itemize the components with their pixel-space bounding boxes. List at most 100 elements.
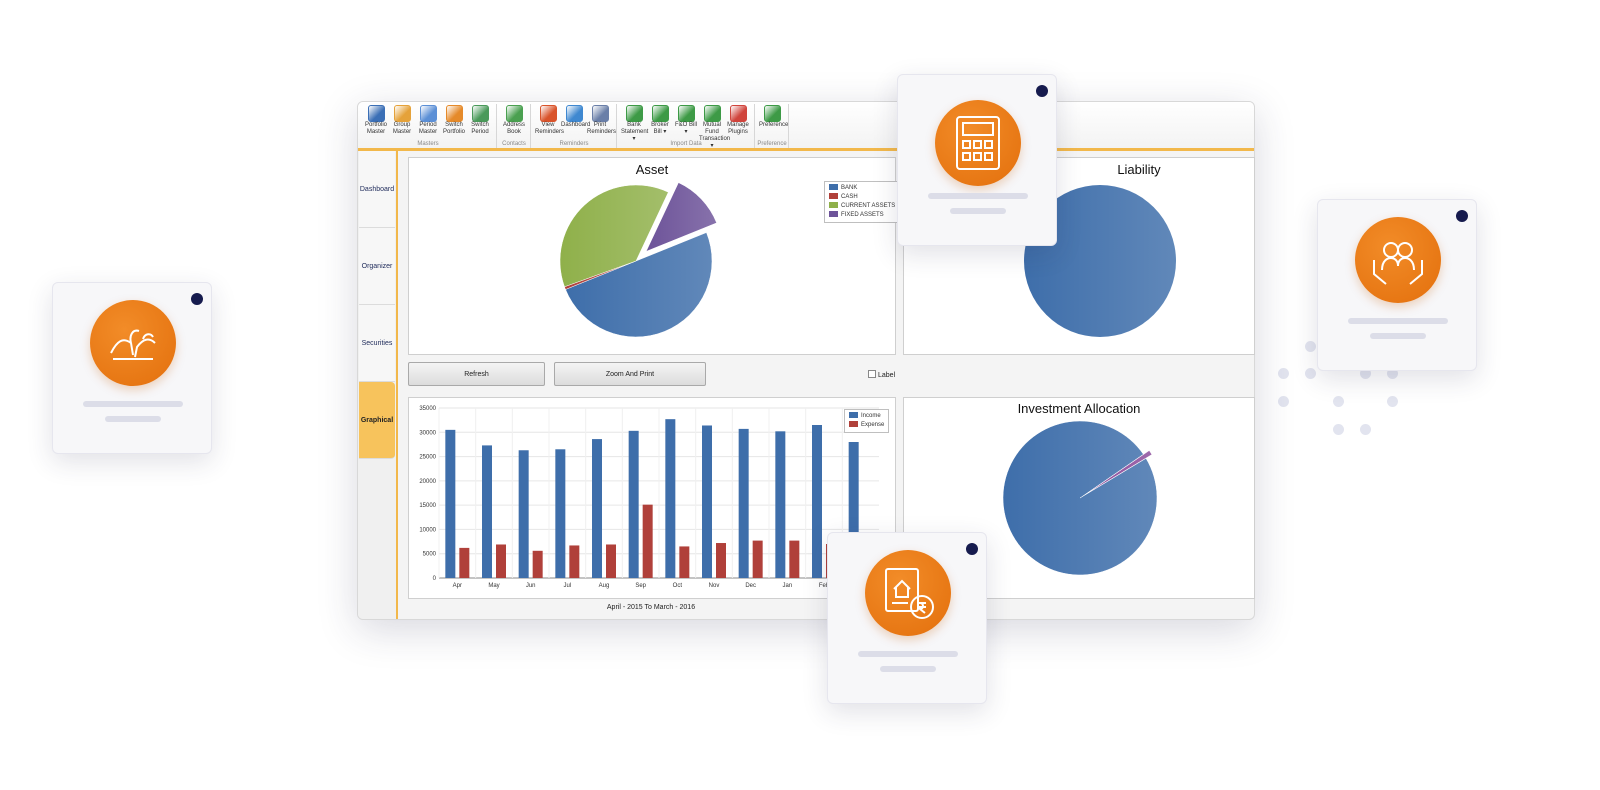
income-expense-chart-panel: 0 5000 10000 15000 20000 25000 30000 35000 Apr Ma… [408,397,896,599]
ribbon-button-2-0[interactable]: View Reminders [535,104,565,136]
x-tick-label: Feb [819,583,830,589]
x-tick-label: Jul [563,583,571,589]
income-bar [592,439,602,578]
checkbox-box[interactable] [868,370,876,378]
ribbon-button-2-1[interactable]: Dashboard [561,104,590,129]
ribbon-group-1: Address Book Contacts [498,104,531,148]
income-bar [702,425,712,578]
expense-bar [606,544,616,578]
period-caption: April - 2015 To March - 2016 [606,604,696,611]
broker-import-icon [651,105,669,122]
y-tick-label: 30000 [419,430,436,436]
printer-icon [591,105,609,122]
card-text-placeholder [858,651,958,657]
ribbon-button-3-3[interactable]: Mutual Fund Transaction ▾ [699,104,731,150]
income-bar [848,442,859,578]
ribbon-button-4-0[interactable]: Preference [759,104,789,129]
asset-legend: BANK CASH CURRENT ASSETS FIXED ASSETS [824,181,901,223]
income-bar [665,419,676,578]
ribbon-group-caption: Import Data [670,141,702,147]
ribbon-button-label: Mutual Fund Transaction ▾ [699,122,731,149]
ribbon-group-caption: Masters [417,141,439,147]
income-bar [812,425,822,578]
ribbon-button-1-0[interactable]: Address Book [501,104,527,136]
sidebar-tab-securities[interactable]: Securities [359,305,395,382]
zoom-and-print-button[interactable]: Zoom And Print [554,362,706,386]
card-status-dot [1456,210,1468,222]
card-text-placeholder [105,416,161,422]
ribbon-group-caption: Reminders [559,141,589,147]
x-tick-label: Sep [635,583,646,589]
plugins-icon [729,105,747,122]
ribbon-group-caption: Contacts [502,141,526,147]
bull-bear-icon [90,300,176,386]
ribbon-button-0-0[interactable]: Portfolio Master [363,104,389,136]
card-market-bull-bear [52,282,212,454]
ribbon-button-3-2[interactable]: F&O Bill ▾ [673,104,699,136]
legend-label: CASH [841,194,858,200]
ribbon-button-0-4[interactable]: Switch Period [467,104,493,136]
ribbon-button-label: Bank Statement ▾ [621,122,649,142]
card-family-care [1317,199,1477,371]
ribbon-button-0-3[interactable]: Switch Portfolio [441,104,467,136]
sidebar-tab-dashboard[interactable]: Dashboard [359,151,395,228]
ribbon-button-label: Portfolio Master [364,122,387,135]
legend-label: BANK [841,185,858,191]
liability-pie-chart [1024,185,1176,337]
income-bar [445,429,456,578]
card-text-placeholder [880,666,936,672]
income-bar [738,428,749,578]
fno-import-icon [677,105,695,122]
ribbon-button-label: Group Master [392,122,412,135]
income-bar [775,431,786,578]
x-tick-label: Nov [709,583,720,589]
ribbon-button-label: Address Book [502,122,525,135]
label-checkbox[interactable]: Label [868,370,895,379]
refresh-button[interactable]: Refresh [408,362,545,386]
ribbon-button-label: Period Master [418,122,438,135]
legend-swatch [829,202,838,208]
ribbon-button-label: Preference [759,122,789,128]
y-tick-label: 25000 [419,455,436,461]
ribbon-button-3-0[interactable]: Bank Statement ▾ [621,104,649,143]
expense-bar [532,550,543,578]
legend-label: Income [861,413,881,419]
investment-allocation-title: Investment Allocation [1017,401,1141,416]
property-document-icon [865,550,951,636]
ribbon-group-0: Portfolio Master Group Master Period Maste… [360,104,497,148]
x-tick-label: Jun [526,583,536,589]
income-bar [482,445,492,578]
investment-slice-1 [1085,450,1153,495]
bar-legend-item: Income [849,412,884,421]
investment-slice-0 [1002,420,1158,576]
asset-legend-item: CASH [829,193,895,202]
x-tick-label: Apr [453,583,462,589]
income-expense-legend: Income Expense [844,409,890,433]
card-status-dot [966,543,978,555]
x-tick-label: Jan [782,583,792,589]
x-tick-label: May [488,583,499,589]
asset-chart-panel: Asset BANK CASH CURRENT ASSETS FIXED ASSETS [408,157,901,355]
ribbon-button-label: View Reminders [535,122,565,135]
sidebar-tab-organizer[interactable]: Organizer [359,228,395,305]
asset-slice-2 [559,184,669,288]
ribbon-group-4: Preference Preference [756,104,789,148]
ribbon-button-0-2[interactable]: Period Master [415,104,441,136]
calculator-icon [935,100,1021,186]
ribbon-group-3: Bank Statement ▾ Broker Bill ▾ F&O Bill ▾ M… [618,104,755,150]
ribbon-button-2-2[interactable]: Print Reminders [587,104,616,136]
ribbon-button-3-1[interactable]: Broker Bill ▾ [647,104,673,136]
card-text-placeholder [950,208,1006,214]
switch-portfolio-icon [445,105,463,122]
legend-swatch [829,193,838,199]
ribbon-button-3-4[interactable]: Manage Plugins [725,104,751,136]
legend-swatch [849,421,858,427]
sidebar-tab-graphical[interactable]: Graphical [359,382,395,459]
ribbon-button-0-1[interactable]: Group Master [389,104,415,136]
y-tick-label: 10000 [419,527,436,533]
card-property-money [827,532,987,704]
address-book-icon [505,105,523,122]
ribbon-button-label: F&O Bill ▾ [674,122,697,135]
expense-bar [569,545,580,578]
income-bar [518,450,529,578]
